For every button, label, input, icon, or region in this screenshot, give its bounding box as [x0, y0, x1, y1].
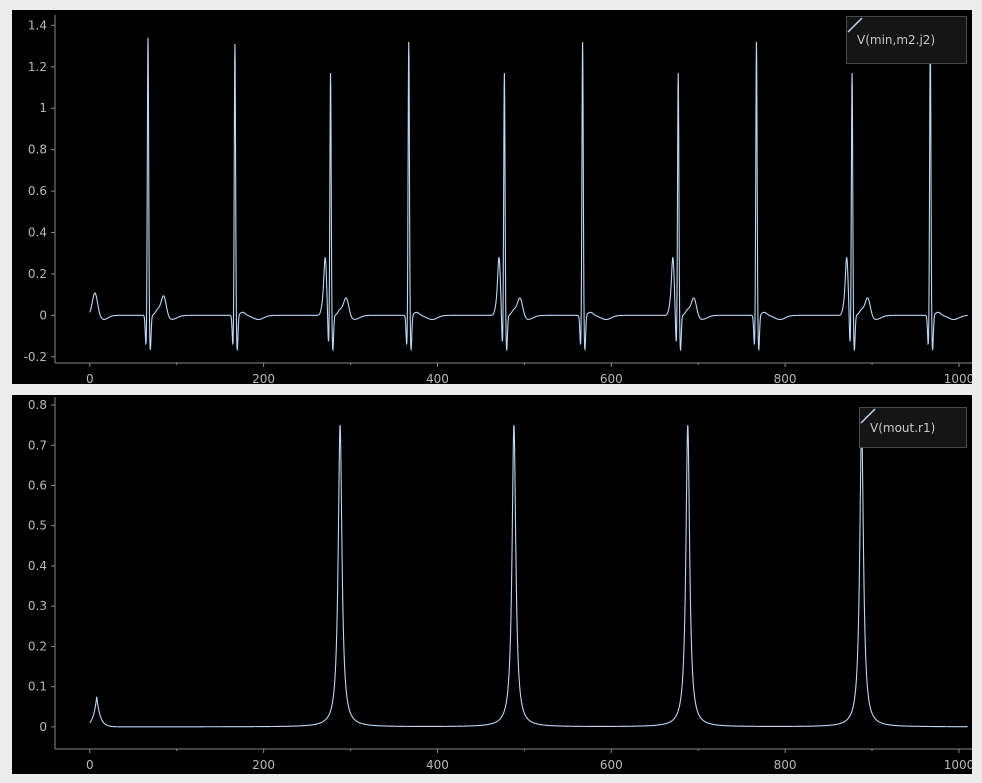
y-tick-label: -0.2	[24, 350, 47, 364]
legend-label-bottom: V(mout.r1)	[870, 420, 936, 435]
series-line	[89, 425, 968, 728]
x-tick-label: 400	[426, 372, 449, 384]
x-tick-label: 800	[774, 372, 797, 384]
chart-bottom-svg: 0 0.1 0.2 0.3 0.4 0.5 0.6 0.7 0.8 0 200 400 600 800 10…	[28, 397, 972, 772]
x-tick-label: 400	[426, 758, 449, 772]
x-tick-label: 0	[86, 758, 94, 772]
legend-top[interactable]: V(min,m2.j2)	[846, 16, 967, 64]
y-tick-label: 0.4	[28, 559, 47, 573]
y-tick-label: 0.2	[28, 639, 47, 653]
y-tick-label: 0.6	[28, 479, 47, 493]
x-tick-label: 200	[252, 758, 275, 772]
y-tick-label: 0	[39, 308, 47, 322]
y-tick-label: 0.4	[28, 226, 47, 240]
y-tick-label: 1.4	[28, 18, 47, 32]
series-line	[89, 37, 968, 352]
y-tick-label: 0.3	[28, 599, 47, 613]
x-tick-label: 0	[86, 372, 94, 384]
y-tick-label: 0.8	[28, 398, 47, 412]
y-tick-label: 0.2	[28, 267, 47, 281]
chart-panel-top: -0.2 0 0.2 0.4 0.6 0.8 1 1.2 1.4 0 200 400 600 800 100…	[12, 10, 972, 384]
x-tick-label: 200	[252, 372, 275, 384]
y-tick-label: 1.2	[28, 60, 47, 74]
y-tick-label: 0.1	[28, 680, 47, 694]
legend-bottom[interactable]: V(mout.r1)	[859, 407, 967, 448]
x-tick-label: 1000	[944, 758, 972, 772]
x-tick-label: 600	[600, 758, 623, 772]
chart-top-svg: -0.2 0 0.2 0.4 0.6 0.8 1 1.2 1.4 0 200 400 600 800 100…	[24, 15, 972, 384]
line-swatch-icon	[847, 17, 863, 33]
chart-panel-bottom: 0 0.1 0.2 0.3 0.4 0.5 0.6 0.7 0.8 0 200 400 600 800 10…	[12, 395, 972, 774]
y-tick-label: 0.7	[28, 438, 47, 452]
y-tick-label: 0.8	[28, 143, 47, 157]
y-tick-label: 0.5	[28, 519, 47, 533]
y-tick-label: 0.6	[28, 184, 47, 198]
line-swatch-icon	[860, 408, 876, 424]
y-tick-label: 1	[39, 101, 47, 115]
x-tick-label: 600	[600, 372, 623, 384]
legend-label-top: V(min,m2.j2)	[857, 33, 936, 47]
y-tick-label: 0	[39, 720, 47, 734]
x-tick-label: 800	[774, 758, 797, 772]
x-tick-label: 1000	[944, 372, 972, 384]
